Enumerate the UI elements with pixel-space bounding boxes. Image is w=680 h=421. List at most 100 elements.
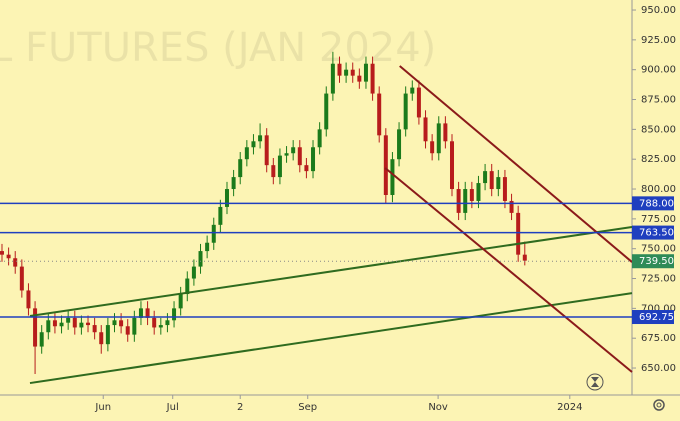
candle-body bbox=[271, 165, 276, 178]
y-tick-label: 775.00 bbox=[641, 214, 676, 225]
candle-body bbox=[489, 171, 494, 190]
candle-body bbox=[469, 189, 474, 201]
trend-line bbox=[29, 225, 633, 317]
candle-body bbox=[363, 63, 368, 82]
candle-body bbox=[132, 317, 137, 335]
candle-body bbox=[337, 63, 342, 76]
candle-body bbox=[516, 212, 521, 255]
y-tick-label: 800.00 bbox=[641, 184, 676, 195]
level-label: 692.75 bbox=[639, 312, 674, 323]
candle-body bbox=[211, 224, 216, 243]
candle-body bbox=[383, 135, 388, 195]
x-tick-label: Sep bbox=[298, 402, 317, 413]
trend-line bbox=[384, 167, 633, 373]
candle-body bbox=[33, 308, 38, 347]
candle-body bbox=[26, 290, 31, 309]
level-label: 788.00 bbox=[639, 198, 674, 209]
candle-body bbox=[502, 177, 507, 201]
level-label-box bbox=[632, 196, 674, 211]
candle-body bbox=[449, 141, 454, 190]
candle-body bbox=[430, 141, 435, 154]
candle-body bbox=[79, 322, 84, 328]
price-axis-panel bbox=[632, 0, 680, 421]
y-tick-label: 825.00 bbox=[641, 154, 676, 165]
trend-line bbox=[399, 65, 633, 263]
candle-body bbox=[224, 189, 229, 207]
candle-body bbox=[19, 266, 24, 291]
candle-body bbox=[496, 177, 501, 190]
candle-body bbox=[317, 129, 322, 148]
candle-body bbox=[178, 294, 183, 309]
candle-body bbox=[145, 308, 150, 318]
candle-body bbox=[304, 165, 309, 172]
y-tick-label: 750.00 bbox=[641, 244, 676, 255]
candle-body bbox=[158, 325, 163, 328]
candle-body bbox=[291, 147, 296, 154]
candle-body bbox=[119, 320, 124, 327]
candle-body bbox=[476, 183, 481, 201]
y-tick-label: 900.00 bbox=[641, 65, 676, 76]
y-tick-label: 925.00 bbox=[641, 35, 676, 46]
candle-body bbox=[258, 135, 263, 142]
last-price-box bbox=[632, 254, 674, 269]
candle-body bbox=[277, 155, 282, 178]
candle-body bbox=[284, 153, 289, 156]
candle-body bbox=[238, 159, 243, 178]
candle-body bbox=[456, 189, 461, 213]
candle-body bbox=[92, 325, 97, 333]
y-tick-label: 725.00 bbox=[641, 274, 676, 285]
candle-body bbox=[99, 332, 104, 345]
candle-body bbox=[377, 93, 382, 136]
x-tick-label: 2 bbox=[237, 402, 243, 413]
candle-body bbox=[125, 326, 130, 335]
candle-body bbox=[264, 135, 269, 166]
candle-body bbox=[416, 87, 421, 118]
y-tick-label: 700.00 bbox=[641, 303, 676, 314]
y-tick-label: 850.00 bbox=[641, 124, 676, 135]
candle-body bbox=[39, 332, 44, 347]
candle-body bbox=[105, 325, 110, 345]
candle-body bbox=[397, 129, 402, 160]
candle-body bbox=[324, 93, 329, 130]
candle-body bbox=[165, 320, 170, 326]
candle-body bbox=[52, 320, 57, 327]
y-tick-label: 950.00 bbox=[641, 5, 676, 16]
level-label: 763.50 bbox=[639, 228, 674, 239]
settings-icon[interactable] bbox=[653, 399, 665, 411]
candle-body bbox=[483, 171, 488, 184]
trend-line bbox=[29, 292, 633, 385]
candle-body bbox=[370, 63, 375, 94]
x-tick-label: Jul bbox=[166, 402, 179, 413]
x-tick-label: Jun bbox=[94, 402, 111, 413]
last-price-label: 739.50 bbox=[639, 256, 674, 267]
candle-body bbox=[86, 322, 91, 326]
candle-body bbox=[330, 63, 335, 94]
candle-body bbox=[172, 308, 177, 321]
candle-body bbox=[357, 75, 362, 82]
candle-body bbox=[443, 123, 448, 142]
candle-body bbox=[46, 320, 51, 333]
watermark: L FUTURES (JAN 2024) bbox=[0, 25, 436, 71]
candle-body bbox=[311, 147, 316, 172]
hourglass-icon[interactable] bbox=[586, 373, 604, 391]
candle-body bbox=[72, 317, 77, 328]
candle-body bbox=[191, 266, 196, 279]
candle-body bbox=[13, 258, 18, 267]
candle-body bbox=[463, 189, 468, 213]
candle-body bbox=[66, 317, 71, 323]
candle-body bbox=[112, 320, 117, 326]
candle-body bbox=[152, 317, 157, 328]
candle-body bbox=[198, 251, 203, 267]
candle-body bbox=[218, 206, 223, 225]
candle-body bbox=[205, 242, 210, 252]
candle-body bbox=[410, 87, 415, 94]
candle-body bbox=[436, 123, 441, 154]
candle-body bbox=[350, 69, 355, 76]
candle-body bbox=[0, 251, 4, 255]
y-tick-label: 675.00 bbox=[641, 333, 676, 344]
candle-body bbox=[297, 147, 302, 166]
x-tick-label: 2024 bbox=[557, 402, 582, 413]
candle-body bbox=[423, 117, 428, 142]
